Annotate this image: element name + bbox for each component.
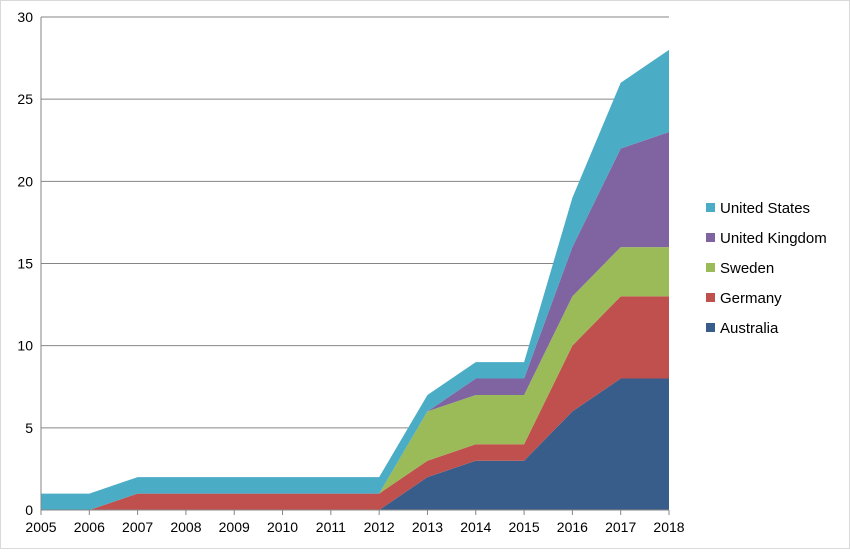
x-tick-label: 2005 (25, 519, 56, 535)
legend-swatch (706, 263, 715, 272)
legend-item-sweden: Sweden (706, 260, 774, 277)
legend-label: Australia (720, 320, 779, 337)
x-tick-label: 2018 (653, 519, 684, 535)
x-tick-label: 2017 (605, 519, 636, 535)
x-tick-label: 2016 (557, 519, 588, 535)
legend-label: United States (720, 200, 810, 217)
x-tick-label: 2007 (122, 519, 153, 535)
y-tick-labels: 0 5 10 15 20 25 30 (17, 9, 33, 518)
series-areas (41, 49, 669, 511)
x-tick-label: 2012 (364, 519, 395, 535)
legend-item-australia: Australia (706, 320, 779, 337)
x-tick-label: 2006 (74, 519, 105, 535)
x-tick-label: 2011 (316, 519, 346, 535)
area-australia (41, 378, 669, 510)
x-tick-label: 2010 (267, 519, 298, 535)
legend-swatch (706, 323, 715, 332)
y-tick-label: 20 (17, 173, 33, 189)
x-tick-label: 2008 (170, 519, 201, 535)
y-tick-label: 0 (25, 502, 33, 518)
axes (40, 17, 670, 515)
legend-swatch (706, 233, 715, 242)
x-tick-labels: 2005 2006 2007 2008 2009 2010 2011 2012 2013 2014… (25, 519, 684, 535)
legend-label: Germany (720, 290, 782, 307)
y-tick-label: 10 (17, 338, 33, 354)
legend-swatch (706, 293, 715, 302)
legend-item-germany: Germany (706, 290, 782, 307)
x-tick-label: 2015 (508, 519, 539, 535)
y-tick-label: 15 (17, 256, 33, 272)
legend-item-united-states: United States (706, 200, 810, 217)
y-tick-label: 5 (25, 420, 33, 436)
legend-label: United Kingdom (720, 230, 827, 247)
x-tick-label: 2014 (460, 519, 491, 535)
legend-label: Sweden (720, 260, 774, 277)
legend-swatch (706, 203, 715, 212)
y-tick-label: 25 (17, 91, 33, 107)
area-sweden (41, 247, 669, 510)
area-germany (41, 296, 669, 510)
legend: United States United Kingdom Sweden Germany… (706, 200, 827, 337)
x-tick-label: 2009 (219, 519, 250, 535)
x-tick-label: 2013 (412, 519, 443, 535)
y-tick-label: 30 (17, 9, 33, 25)
legend-item-united-kingdom: United Kingdom (706, 230, 827, 247)
